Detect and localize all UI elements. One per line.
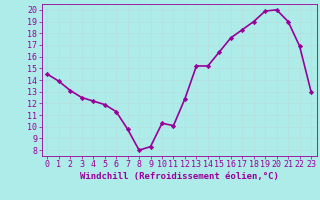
X-axis label: Windchill (Refroidissement éolien,°C): Windchill (Refroidissement éolien,°C) xyxy=(80,172,279,181)
